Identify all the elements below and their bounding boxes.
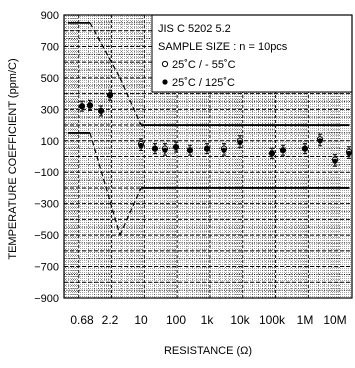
legend: JIS C 5202 5.2 SAMPLE SIZE : n = 10pcs 2… bbox=[151, 14, 353, 93]
x-tick-label: 10k bbox=[230, 313, 250, 327]
lower-spec-limit bbox=[119, 187, 142, 236]
x-tick-label: 10M bbox=[323, 313, 346, 327]
y-tick-label: −300 bbox=[34, 199, 59, 211]
data-point-hot bbox=[138, 142, 144, 149]
data-point-hot bbox=[269, 150, 275, 156]
data-point-hot bbox=[187, 147, 193, 153]
x-axis-label: RESISTANCE (Ω) bbox=[164, 345, 252, 357]
y-tick-label: 700 bbox=[41, 41, 59, 53]
data-point-hot bbox=[107, 92, 113, 98]
legend-entry-hot: 25˚C / 125˚C bbox=[172, 77, 235, 89]
data-point-hot bbox=[346, 150, 352, 156]
y-tick-label: 500 bbox=[41, 73, 59, 85]
y-tick-label: 900 bbox=[41, 10, 59, 22]
x-tick-label: 0.68 bbox=[70, 313, 94, 327]
lower-spec-limit bbox=[89, 132, 121, 236]
data-point-hot bbox=[302, 146, 308, 152]
upper-spec-limit bbox=[119, 77, 142, 126]
data-point-hot bbox=[87, 102, 93, 109]
y-tick-label: −100 bbox=[34, 167, 59, 179]
y-tick-labels: −900 −700 −500 −300 −100 100 300 500 700 900 bbox=[34, 10, 59, 305]
x-tick-label: 2.2 bbox=[102, 313, 119, 327]
data-point-hot bbox=[162, 147, 168, 153]
data-point-hot bbox=[152, 146, 158, 152]
data-points bbox=[78, 89, 353, 167]
x-tick-label: 100 bbox=[166, 313, 186, 327]
data-point-hot bbox=[332, 158, 338, 164]
data-point-hot bbox=[317, 138, 323, 144]
x-tick-label: 10 bbox=[134, 313, 148, 327]
data-point-hot bbox=[79, 103, 85, 109]
x-tick-label: 1k bbox=[201, 313, 215, 327]
y-tick-label: −900 bbox=[34, 293, 59, 305]
plot-frame bbox=[63, 14, 353, 299]
y-axis-label: TEMPERATURE COEFFICIENT (ppm/C) bbox=[7, 58, 19, 259]
data-point-hot bbox=[98, 108, 104, 114]
x-tick-label: 1M bbox=[297, 313, 314, 327]
spec-limit-lines bbox=[68, 21, 349, 236]
y-tick-label: 300 bbox=[41, 104, 59, 116]
data-point-hot bbox=[280, 147, 286, 153]
legend-filled-circle-marker bbox=[162, 79, 168, 85]
x-tick-label: 100k bbox=[259, 313, 286, 327]
data-point-hot bbox=[173, 144, 179, 150]
data-point-hot bbox=[237, 139, 243, 145]
legend-entry-cold: 25˚C / - 55˚C bbox=[172, 59, 236, 71]
data-point-hot bbox=[204, 146, 210, 152]
legend-open-circle-marker bbox=[161, 60, 169, 68]
data-point-hot bbox=[221, 147, 227, 153]
plot-border bbox=[63, 14, 353, 299]
upper-spec-limit bbox=[89, 22, 121, 79]
y-tick-label: −500 bbox=[34, 230, 59, 242]
y-tick-label: 100 bbox=[41, 136, 59, 148]
legend-sample-size-text: SAMPLE SIZE : n = 10pcs bbox=[158, 41, 288, 53]
legend-standard-text: JIS C 5202 5.2 bbox=[158, 23, 231, 35]
y-tick-label: −700 bbox=[34, 262, 59, 274]
x-tick-labels: 0.68 2.2 10 100 1k 10k 100k 1M 10M bbox=[70, 313, 346, 327]
